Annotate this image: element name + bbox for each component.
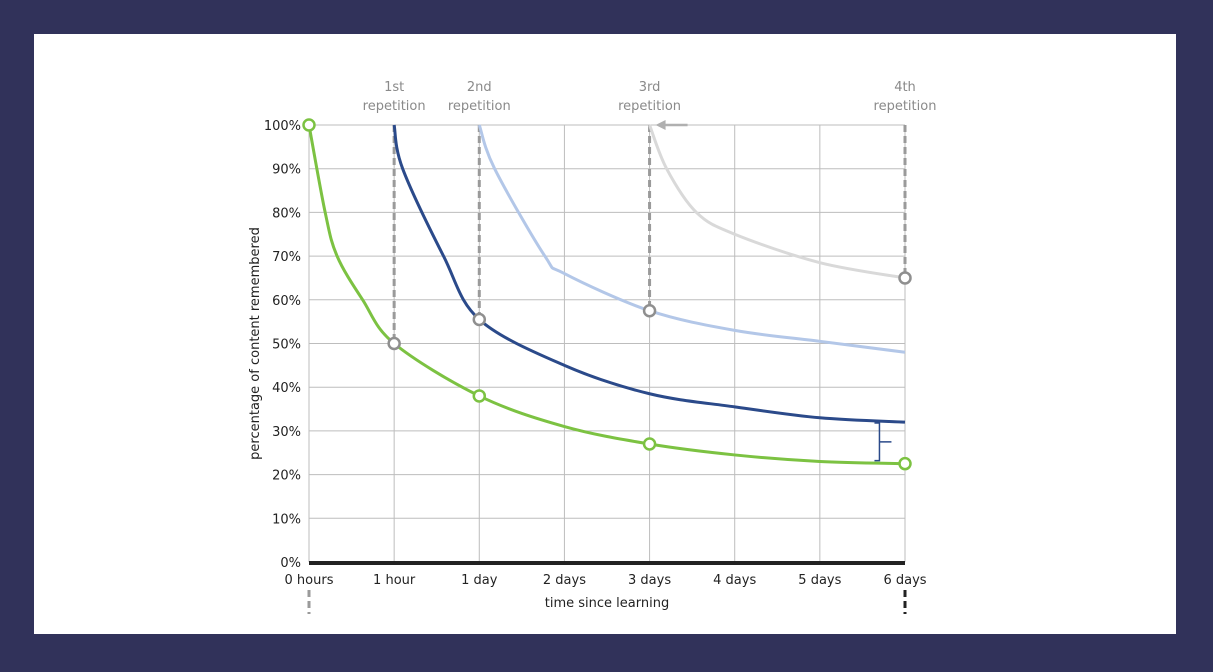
- repetition-marker: [387, 336, 401, 351]
- repetition-label: repetition: [874, 99, 937, 114]
- repetition-label: 1st: [384, 80, 404, 95]
- repetition-label: 3rd: [639, 80, 661, 95]
- y-axis-label: percentage of content remembered: [248, 227, 263, 460]
- data-marker: [472, 389, 487, 403]
- x-tick-label: 2 days: [543, 573, 586, 588]
- difference-bracket: [874, 422, 892, 462]
- repetition-label: repetition: [363, 99, 426, 114]
- y-tick-label: 10%: [272, 512, 301, 527]
- x-tick-label: 4 days: [713, 573, 756, 588]
- repetition-marker: [472, 312, 487, 327]
- series-line: [307, 124, 906, 466]
- y-tick-label: 40%: [272, 381, 301, 396]
- x-tick-label: 5 days: [798, 573, 841, 588]
- y-tick-label: 90%: [272, 163, 301, 178]
- y-tick-label: 60%: [272, 294, 301, 309]
- series-line: [392, 124, 906, 424]
- x-tick-label: 1 day: [461, 573, 498, 588]
- x-tick-label: 1 hour: [373, 573, 416, 588]
- repetition-label: repetition: [618, 99, 681, 114]
- repetition-marker: [642, 303, 657, 318]
- y-tick-label: 70%: [272, 250, 301, 265]
- forgetting-curve-chart: 0% 10% 20% 30% 40% 50% 60% 70% 80% 90% 100% 0 hours…: [248, 80, 937, 614]
- x-tick-label: 0 hours: [285, 573, 334, 588]
- y-tick-label: 30%: [272, 425, 301, 440]
- series-line: [477, 124, 906, 354]
- data-marker: [898, 456, 912, 471]
- data-marker: [302, 118, 316, 132]
- x-tick-label: 3 days: [628, 573, 671, 588]
- data-marker: [642, 437, 657, 451]
- y-tick-label: 80%: [272, 206, 301, 221]
- x-axis-label: time since learning: [545, 596, 669, 611]
- y-tick-label: 20%: [272, 469, 301, 484]
- arrow-left-icon: [655, 120, 666, 130]
- repetition-label: 2nd: [467, 80, 492, 95]
- x-tick-label: 6 days: [883, 573, 926, 588]
- y-tick-label: 0%: [280, 556, 301, 571]
- repetition-label: 4th: [894, 80, 916, 95]
- series-line: [648, 124, 906, 280]
- repetition-label: repetition: [448, 99, 511, 114]
- y-tick-label: 50%: [272, 338, 301, 353]
- repetition-marker: [898, 271, 912, 285]
- y-tick-label: 100%: [264, 119, 301, 134]
- chart-panel: 0% 10% 20% 30% 40% 50% 60% 70% 80% 90% 100% 0 hours…: [34, 34, 1176, 634]
